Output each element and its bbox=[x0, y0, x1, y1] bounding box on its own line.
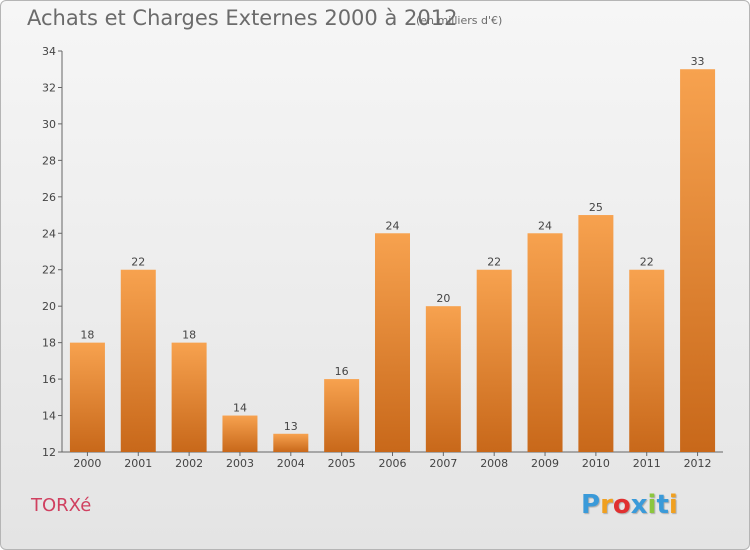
y-tick-label: 14 bbox=[42, 410, 56, 423]
bar-2011 bbox=[629, 269, 665, 452]
bar-2010 bbox=[578, 215, 614, 452]
value-label: 33 bbox=[691, 55, 705, 68]
bar-2002 bbox=[171, 342, 207, 452]
logo-letter: t bbox=[656, 490, 669, 520]
bar-2008 bbox=[476, 269, 512, 452]
y-tick-label: 32 bbox=[42, 81, 56, 94]
x-tick-label: 2008 bbox=[480, 457, 508, 470]
y-tick-label: 12 bbox=[42, 446, 56, 459]
chart-labels: 18 22 18 14 13 16 24 20 22 24 25 22 33 bbox=[80, 55, 704, 433]
x-tick-label: 2002 bbox=[175, 457, 203, 470]
x-tick-label: 2010 bbox=[582, 457, 610, 470]
x-tick-label: 2001 bbox=[124, 457, 152, 470]
bar-2007 bbox=[425, 306, 461, 452]
chart-subtitle: (en milliers d'€) bbox=[416, 14, 503, 27]
y-tick-label: 26 bbox=[42, 191, 56, 204]
proxiti-logo: Proxiti bbox=[581, 490, 678, 520]
value-label: 18 bbox=[80, 329, 94, 342]
x-tick-label: 2011 bbox=[633, 457, 661, 470]
x-tick-label: 2006 bbox=[379, 457, 407, 470]
bar-2006 bbox=[375, 233, 410, 452]
commune-name: TORXé bbox=[31, 495, 92, 516]
logo-letter: r bbox=[600, 490, 613, 520]
y-tick-label: 16 bbox=[42, 373, 56, 386]
y-tick-label: 24 bbox=[42, 227, 56, 240]
logo-letter: P bbox=[581, 490, 601, 520]
bar-2001 bbox=[120, 269, 156, 452]
bar-2004 bbox=[273, 433, 309, 452]
x-tick-label: 2004 bbox=[277, 457, 305, 470]
y-tick-label: 28 bbox=[42, 154, 56, 167]
value-label: 22 bbox=[640, 256, 654, 269]
y-tick-label: 34 bbox=[42, 45, 56, 58]
x-tick-label: 2003 bbox=[226, 457, 254, 470]
value-label: 22 bbox=[487, 256, 501, 269]
x-tick-label: 2000 bbox=[73, 457, 101, 470]
value-label: 13 bbox=[284, 420, 298, 433]
y-tick-label: 22 bbox=[42, 264, 56, 277]
value-label: 18 bbox=[182, 329, 196, 342]
value-label: 24 bbox=[386, 219, 400, 232]
value-label: 22 bbox=[131, 256, 145, 269]
logo-letter: i bbox=[668, 490, 678, 520]
logo-letter: o bbox=[612, 490, 631, 520]
x-tick-label: 2007 bbox=[429, 457, 457, 470]
x-tick-label: 2012 bbox=[684, 457, 712, 470]
x-tick-label: 2009 bbox=[531, 457, 559, 470]
value-label: 25 bbox=[589, 201, 603, 214]
bar-2000 bbox=[69, 342, 105, 452]
bar-2005 bbox=[324, 379, 360, 452]
logo-letter: x bbox=[630, 490, 648, 520]
value-label: 16 bbox=[335, 365, 349, 378]
bar-2003 bbox=[222, 415, 258, 452]
x-tick-label: 2005 bbox=[328, 457, 356, 470]
bar-2012 bbox=[680, 69, 716, 453]
chart-axes: 12 14 16 18 20 22 24 26 28 30 32 34 2000 2001 2002 2003… bbox=[42, 45, 723, 470]
logo-letter: i bbox=[647, 490, 657, 520]
value-label: 20 bbox=[436, 292, 450, 305]
chart-title: Achats et Charges Externes 2000 à 2012 bbox=[27, 6, 458, 30]
y-tick-label: 20 bbox=[42, 300, 56, 313]
value-label: 24 bbox=[538, 219, 552, 232]
bar-2009 bbox=[527, 233, 563, 452]
y-tick-label: 18 bbox=[42, 337, 56, 350]
value-label: 14 bbox=[233, 402, 247, 415]
y-tick-label: 30 bbox=[42, 118, 56, 131]
chart-bars bbox=[69, 69, 716, 453]
